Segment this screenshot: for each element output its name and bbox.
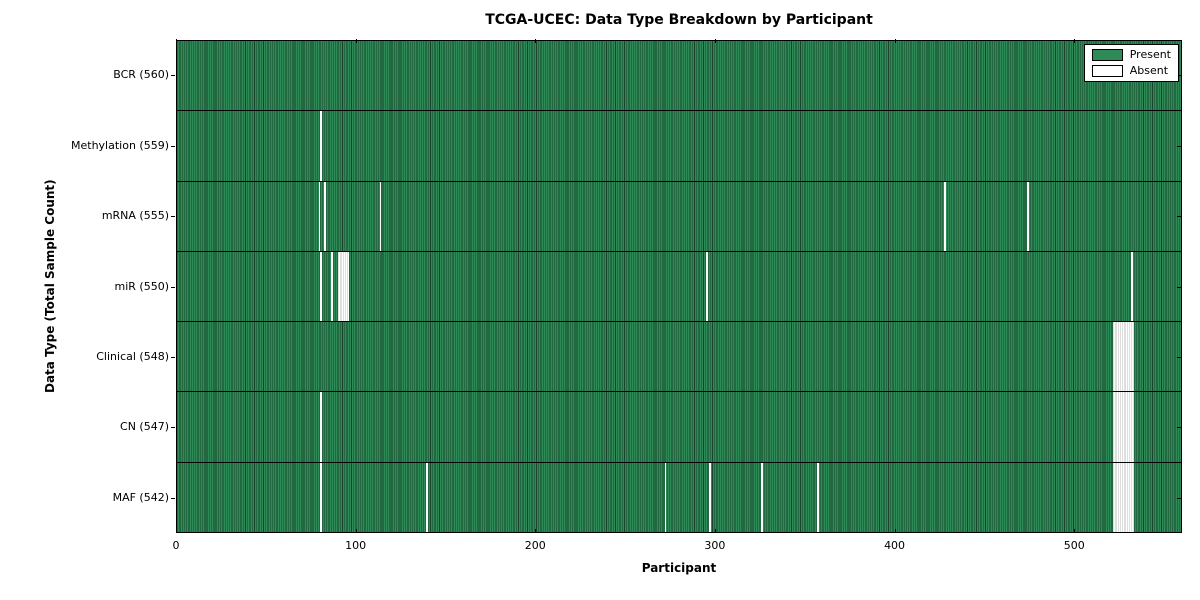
absent-gap xyxy=(1112,392,1135,462)
x-tick-mark xyxy=(1074,529,1075,533)
x-tick-label: 400 xyxy=(884,539,906,552)
y-tick-mark xyxy=(1177,216,1181,217)
y-tick-mark xyxy=(1177,357,1181,358)
y-tick-mark xyxy=(171,75,175,76)
absent-gap xyxy=(761,462,764,532)
y-tick-label: mRNA (555) xyxy=(101,209,169,223)
y-tick-mark xyxy=(171,146,175,147)
y-tick-label: Clinical (548) xyxy=(96,349,169,363)
y-tick-label: BCR (560) xyxy=(113,68,169,82)
x-tick-mark xyxy=(356,39,357,43)
absent-gap xyxy=(1112,462,1135,532)
y-tick-label: miR (550) xyxy=(114,279,170,293)
absent-gap xyxy=(320,251,323,322)
y-tick-mark xyxy=(1177,498,1181,499)
row-mRNA xyxy=(177,181,1181,252)
row-MAF xyxy=(177,462,1181,532)
y-tick-mark xyxy=(1177,427,1181,428)
legend: Present Absent xyxy=(1083,44,1179,82)
x-axis-label: Participant xyxy=(641,561,717,575)
absent-gap xyxy=(664,462,667,532)
absent-gap xyxy=(318,181,321,251)
absent-gap xyxy=(1026,181,1029,251)
legend-absent-swatch xyxy=(1091,65,1123,77)
absent-gap xyxy=(705,251,708,322)
x-tick-mark xyxy=(715,529,716,533)
y-tick-mark xyxy=(1177,75,1181,76)
y-tick-mark xyxy=(171,216,175,217)
absent-gap xyxy=(320,392,323,462)
absent-gap xyxy=(944,181,947,251)
y-tick-mark xyxy=(171,357,175,358)
y-tick-mark xyxy=(1177,146,1181,147)
x-tick-mark xyxy=(715,39,716,43)
x-tick-mark xyxy=(176,39,177,43)
absent-gap xyxy=(379,181,382,251)
plot-area: Present Absent xyxy=(176,40,1182,533)
x-tick-mark xyxy=(176,529,177,533)
absent-gap xyxy=(709,462,712,532)
heatmap-rows xyxy=(177,41,1181,532)
absent-gap xyxy=(338,251,350,322)
legend-absent-label: Absent xyxy=(1129,64,1169,77)
y-tick-label: MAF (542) xyxy=(112,490,169,504)
x-tick-mark xyxy=(895,39,896,43)
x-tick-label: 300 xyxy=(704,539,726,552)
row-BCR xyxy=(177,41,1181,112)
y-tick-label: CN (547) xyxy=(120,420,169,434)
absent-gap xyxy=(320,462,323,532)
legend-item-absent: Absent xyxy=(1091,64,1171,77)
row-Clinical xyxy=(177,322,1181,393)
x-tick-label: 0 xyxy=(172,539,180,552)
absent-gap xyxy=(1112,322,1135,392)
y-tick-mark xyxy=(171,498,175,499)
absent-gap xyxy=(1130,251,1133,322)
row-CN xyxy=(177,392,1181,463)
absent-gap xyxy=(324,181,326,251)
absent-gap xyxy=(817,462,819,532)
legend-present-swatch xyxy=(1091,49,1123,61)
y-tick-mark xyxy=(1177,287,1181,288)
y-tick-mark xyxy=(171,287,175,288)
x-tick-label: 200 xyxy=(524,539,546,552)
x-tick-mark xyxy=(356,529,357,533)
x-tick-mark xyxy=(895,529,896,533)
y-tick-mark xyxy=(171,427,175,428)
legend-item-present: Present xyxy=(1091,48,1171,61)
chart-title: TCGA-UCEC: Data Type Breakdown by Partic… xyxy=(485,12,873,28)
absent-gap xyxy=(331,251,333,322)
legend-present-label: Present xyxy=(1129,48,1171,61)
x-tick-mark xyxy=(535,39,536,43)
x-tick-label: 500 xyxy=(1063,539,1085,552)
x-tick-mark xyxy=(1074,39,1075,43)
row-Methylation xyxy=(177,111,1181,182)
x-tick-label: 100 xyxy=(345,539,367,552)
absent-gap xyxy=(320,111,323,181)
row-miR xyxy=(177,251,1181,323)
y-tick-label: Methylation (559) xyxy=(71,138,169,152)
x-tick-mark xyxy=(535,529,536,533)
absent-gap xyxy=(426,462,428,532)
